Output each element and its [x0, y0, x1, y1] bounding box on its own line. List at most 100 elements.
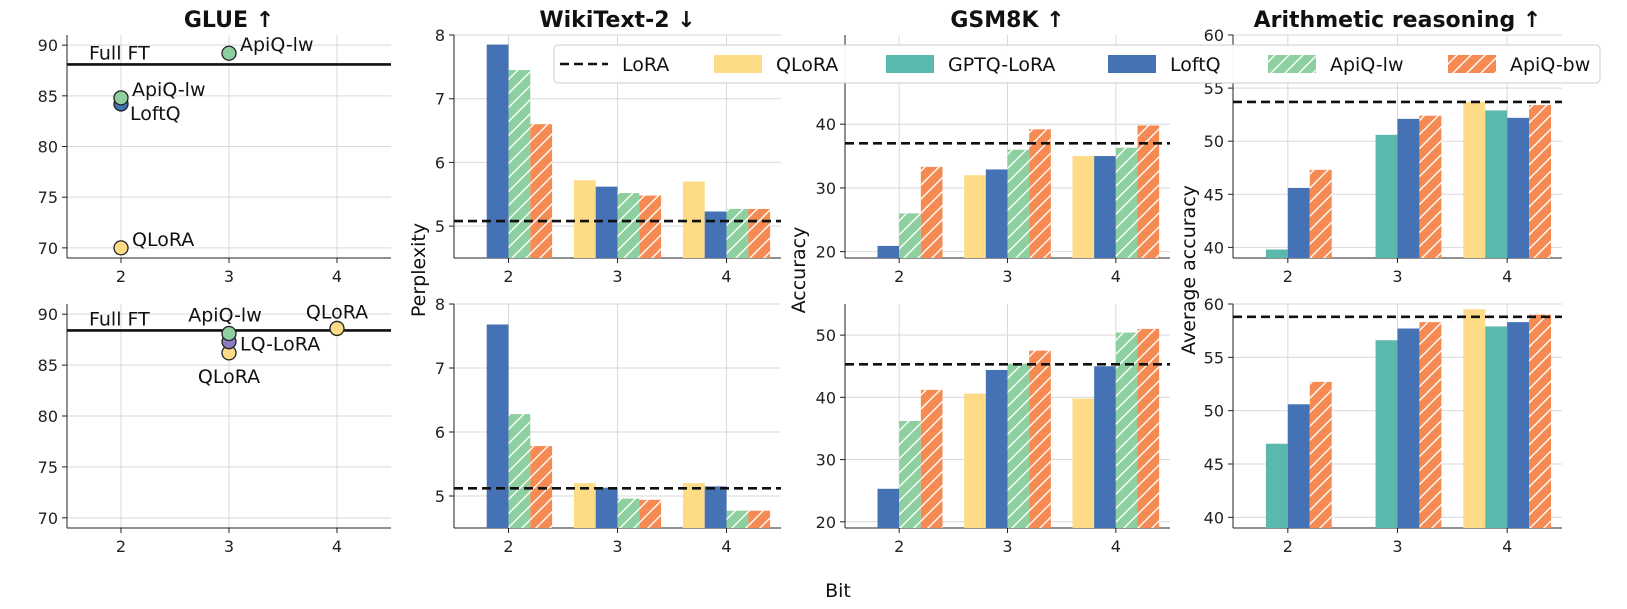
bar-hatch-apiq_bw-bit-4 — [1529, 314, 1552, 528]
bar-hatch-apiq_lw-bit-4 — [1115, 147, 1138, 258]
y-tick-label: 75 — [38, 458, 58, 477]
bar-hatch-apiq_bw-bit-2 — [920, 389, 943, 528]
y-tick-label: 60 — [1204, 295, 1224, 314]
legend-swatch — [886, 55, 934, 73]
panel-gsm8k_top: GSM8K ↑ 20 30 40 2 3 4 — [816, 8, 1170, 286]
bar-hatch-apiq_lw-bit-2 — [508, 414, 531, 528]
full-ft-label: Full FT — [89, 308, 150, 330]
y-tick-label: 50 — [1204, 402, 1224, 421]
x-tick-label: 4 — [332, 267, 342, 286]
bar-loftq-bit-4 — [704, 486, 727, 528]
bar-hatch-apiq_lw-bit-4 — [726, 208, 749, 258]
panel-wikitext_top: WikiText-2 ↓ 5 6 7 8 2 3 4 — [435, 8, 781, 286]
bar-hatch-apiq_bw-bit-4 — [748, 510, 771, 528]
y-tick-label: 40 — [1204, 508, 1224, 527]
bar-qlora-bit-3 — [573, 483, 596, 528]
y-tick-label: 50 — [1204, 132, 1224, 151]
y-tick-label: 40 — [816, 115, 836, 134]
legend-box — [553, 44, 1601, 84]
bar-hatch-apiq_bw-bit-4 — [1137, 328, 1160, 528]
bar-loftq-bit-4 — [1507, 117, 1530, 258]
y-tick-label: 90 — [38, 305, 58, 324]
y-tick-label: 70 — [38, 509, 58, 528]
x-tick-label: 2 — [894, 267, 904, 286]
x-tick-label: 4 — [1111, 537, 1121, 556]
x-tick-label: 3 — [1392, 537, 1402, 556]
bar-gptq-bit-4 — [1485, 326, 1508, 528]
y-tick-label: 20 — [816, 513, 836, 532]
panel-title: GLUE ↑ — [184, 8, 274, 33]
bar-loftq-bit-2 — [1287, 187, 1310, 258]
bar-hatch-apiq_lw-bit-2 — [899, 213, 921, 258]
point-label: ApiQ-lw — [188, 305, 262, 327]
x-tick-label: 3 — [612, 537, 622, 556]
bar-hatch-apiq_lw-bit-2 — [508, 70, 531, 259]
bar-qlora-bit-4 — [1072, 398, 1095, 528]
bar-gptq-bit-3 — [1375, 340, 1398, 528]
bar-hatch-apiq_lw-bit-2 — [899, 420, 921, 528]
bar-loftq-bit-3 — [595, 487, 618, 528]
bar-hatch-apiq_bw-bit-4 — [748, 208, 771, 258]
bar-qlora-bit-3 — [964, 175, 986, 258]
x-tick-label: 4 — [1502, 267, 1512, 286]
point-label: ApiQ-lw — [240, 34, 314, 56]
full-ft-label: Full FT — [89, 42, 150, 64]
x-tick-label: 4 — [721, 267, 731, 286]
x-tick-label: 2 — [1283, 537, 1293, 556]
bar-loftq-bit-4 — [704, 211, 727, 258]
y-tick-label: 8 — [435, 295, 445, 314]
bar-hatch-apiq_bw-bit-3 — [639, 195, 662, 258]
y-axis-label: Accuracy — [788, 227, 810, 314]
bar-hatch-apiq_bw-bit-4 — [1529, 105, 1552, 258]
y-tick-label: 7 — [435, 90, 445, 109]
panel-wikitext_bottom: Perplexity 5 6 7 8 2 3 4 — [408, 223, 781, 556]
y-tick-label: 60 — [1204, 26, 1224, 45]
y-tick-label: 85 — [38, 87, 58, 106]
shared-x-axis-label: Bit — [825, 580, 851, 602]
x-tick-label: 2 — [894, 537, 904, 556]
bar-loftq-bit-4 — [1094, 366, 1116, 528]
bar-hatch-apiq_bw-bit-2 — [920, 166, 943, 258]
x-tick-label: 4 — [721, 537, 731, 556]
y-tick-label: 55 — [1204, 79, 1224, 98]
bar-hatch-apiq_lw-bit-3 — [617, 498, 640, 528]
x-tick-label: 3 — [224, 537, 234, 556]
bar-hatch-apiq_lw-bit-3 — [1007, 149, 1030, 258]
point-label: QLoRA — [306, 301, 368, 323]
legend-label: ApiQ-bw — [1510, 54, 1590, 76]
y-tick-label: 6 — [435, 423, 445, 442]
bars — [486, 324, 771, 528]
legend-label: LoftQ — [1170, 54, 1221, 76]
bar-hatch-apiq_bw-bit-2 — [530, 124, 553, 258]
bar-qlora-bit-4 — [1463, 101, 1486, 259]
y-tick-label: 85 — [38, 356, 58, 375]
bar-hatch-apiq_bw-bit-3 — [1029, 350, 1051, 528]
y-tick-label: 5 — [435, 487, 445, 506]
scatter-point — [221, 325, 237, 342]
point-label: LQ-LoRA — [240, 334, 320, 356]
legend-item-gptq: GPTQ-LoRA — [886, 54, 1055, 76]
panel-title: GSM8K ↑ — [950, 8, 1064, 33]
bars — [486, 44, 771, 259]
grid — [67, 304, 391, 528]
bar-loftq-bit-3 — [1397, 328, 1420, 528]
bar-loftq-bit-3 — [1397, 118, 1420, 258]
x-tick-label: 3 — [1002, 537, 1012, 556]
legend-swatch-hatch — [1448, 55, 1496, 73]
y-tick-label: 5 — [435, 217, 445, 236]
y-tick-label: 45 — [1204, 185, 1224, 204]
grid — [67, 35, 391, 258]
legend-swatch — [714, 55, 762, 73]
bar-hatch-apiq_bw-bit-2 — [1309, 169, 1332, 258]
bar-hatch-apiq_bw-bit-2 — [1309, 381, 1332, 528]
legend-item-apiq_lw: ApiQ-lw — [1268, 54, 1404, 76]
bar-hatch-apiq_lw-bit-4 — [726, 510, 749, 528]
y-tick-label: 55 — [1204, 348, 1224, 367]
bar-loftq-bit-2 — [877, 488, 900, 528]
y-tick-label: 75 — [38, 188, 58, 207]
y-tick-label: 8 — [435, 26, 445, 45]
bar-hatch-apiq_lw-bit-3 — [1007, 363, 1030, 528]
bar-gptq-bit-2 — [1265, 443, 1288, 528]
